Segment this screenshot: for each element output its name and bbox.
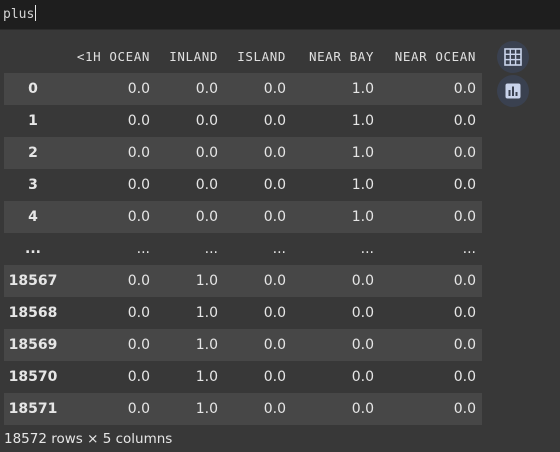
table-cell: 1.0 xyxy=(195,305,218,321)
table-cell: 0.0 xyxy=(195,145,218,161)
column-header: <1H OCEAN xyxy=(76,49,150,64)
row-index: 0 xyxy=(28,81,38,97)
row-index: 18570 xyxy=(8,369,58,385)
table-cell: 0.0 xyxy=(453,145,476,161)
table-cell: 1.0 xyxy=(195,273,218,289)
table-cell: 0.0 xyxy=(127,177,150,193)
table-row: 1 0.0 0.0 0.0 1.0 0.0 xyxy=(4,105,482,137)
column-header: INLAND xyxy=(169,49,218,64)
table-row-ellipsis: ... ... ... ... ... ... xyxy=(4,233,482,265)
code-input-bar[interactable]: plus xyxy=(0,0,560,30)
table-cell: 0.0 xyxy=(351,273,374,289)
table-cell: 0.0 xyxy=(195,113,218,129)
table-cell: 0.0 xyxy=(453,337,476,353)
code-input[interactable]: plus xyxy=(3,5,37,22)
table-cell: 0.0 xyxy=(127,113,150,129)
table-cell: 0.0 xyxy=(263,177,286,193)
table-cell: 0.0 xyxy=(127,401,150,417)
table-cell: 0.0 xyxy=(453,401,476,417)
table-cell: 1.0 xyxy=(351,145,374,161)
table-cell: 0.0 xyxy=(263,337,286,353)
column-header: NEAR BAY xyxy=(308,49,374,64)
table-row: 18567 0.0 1.0 0.0 0.0 0.0 xyxy=(4,265,482,297)
table-cell: 0.0 xyxy=(453,177,476,193)
table-cell: 0.0 xyxy=(453,369,476,385)
row-index: 3 xyxy=(28,177,38,193)
table-cell: ... xyxy=(462,241,476,257)
table-cell: 0.0 xyxy=(453,209,476,225)
table-cell: 1.0 xyxy=(195,369,218,385)
table-cell: 0.0 xyxy=(351,305,374,321)
table-cell: 0.0 xyxy=(263,113,286,129)
table-cell: 0.0 xyxy=(453,81,476,97)
bar-chart-icon xyxy=(505,83,521,99)
table-cell: 0.0 xyxy=(263,209,286,225)
row-index: 18568 xyxy=(8,305,58,321)
table-cell: 1.0 xyxy=(351,113,374,129)
table-cell: 0.0 xyxy=(195,81,218,97)
table-cell: 0.0 xyxy=(453,113,476,129)
table-cell: 0.0 xyxy=(263,401,286,417)
convert-to-interactive-table-button[interactable] xyxy=(497,41,529,73)
table-cell: 1.0 xyxy=(351,177,374,193)
table-cell: 0.0 xyxy=(351,401,374,417)
row-index: 1 xyxy=(28,113,38,129)
table-row: 3 0.0 0.0 0.0 1.0 0.0 xyxy=(4,169,482,201)
table-cell: 1.0 xyxy=(351,81,374,97)
table-cell: 0.0 xyxy=(453,273,476,289)
text-caret xyxy=(35,5,37,21)
row-index: 18571 xyxy=(8,401,58,417)
table-cell: 0.0 xyxy=(127,273,150,289)
table-cell: 0.0 xyxy=(127,145,150,161)
table-cell: 1.0 xyxy=(351,209,374,225)
table-cell: 0.0 xyxy=(127,81,150,97)
table-cell: 0.0 xyxy=(127,337,150,353)
table-row: 18569 0.0 1.0 0.0 0.0 0.0 xyxy=(4,329,482,361)
table-cell: 0.0 xyxy=(127,209,150,225)
suggest-charts-button[interactable] xyxy=(497,75,529,107)
table-cell: 0.0 xyxy=(263,369,286,385)
table-cell: 0.0 xyxy=(351,337,374,353)
row-index: 2 xyxy=(28,145,38,161)
column-header: ISLAND xyxy=(237,49,286,64)
table-cell: 1.0 xyxy=(195,337,218,353)
table-row: 18571 0.0 1.0 0.0 0.0 0.0 xyxy=(4,393,482,425)
table-cell: 0.0 xyxy=(127,369,150,385)
table-row: 18568 0.0 1.0 0.0 0.0 0.0 xyxy=(4,297,482,329)
table-cell: 0.0 xyxy=(453,305,476,321)
table-cell: 1.0 xyxy=(195,401,218,417)
table-header-row: <1H OCEAN INLAND ISLAND NEAR BAY NEAR OC… xyxy=(4,41,482,73)
table-cell: 0.0 xyxy=(263,273,286,289)
table-row: 4 0.0 0.0 0.0 1.0 0.0 xyxy=(4,201,482,233)
row-index: 18567 xyxy=(8,273,58,289)
table-cell: 0.0 xyxy=(195,209,218,225)
dataframe-shape-summary: 18572 rows × 5 columns xyxy=(4,431,173,447)
row-index: ... xyxy=(25,241,41,257)
table-cell: 0.0 xyxy=(351,369,374,385)
table-cell: 0.0 xyxy=(263,145,286,161)
table-grid-icon xyxy=(504,48,522,66)
row-index: 18569 xyxy=(8,337,58,353)
column-header: NEAR OCEAN xyxy=(394,49,476,64)
table-row: 2 0.0 0.0 0.0 1.0 0.0 xyxy=(4,137,482,169)
table-cell: 0.0 xyxy=(263,305,286,321)
table-cell: ... xyxy=(136,241,150,257)
table-row: 18570 0.0 1.0 0.0 0.0 0.0 xyxy=(4,361,482,393)
dataframe-table: <1H OCEAN INLAND ISLAND NEAR BAY NEAR OC… xyxy=(4,41,482,425)
row-index: 4 xyxy=(28,209,38,225)
table-cell: ... xyxy=(360,241,374,257)
table-cell: ... xyxy=(204,241,218,257)
table-cell: ... xyxy=(272,241,286,257)
table-cell: 0.0 xyxy=(263,81,286,97)
table-cell: 0.0 xyxy=(195,177,218,193)
table-cell: 0.0 xyxy=(127,305,150,321)
table-row: 0 0.0 0.0 0.0 1.0 0.0 xyxy=(4,73,482,105)
